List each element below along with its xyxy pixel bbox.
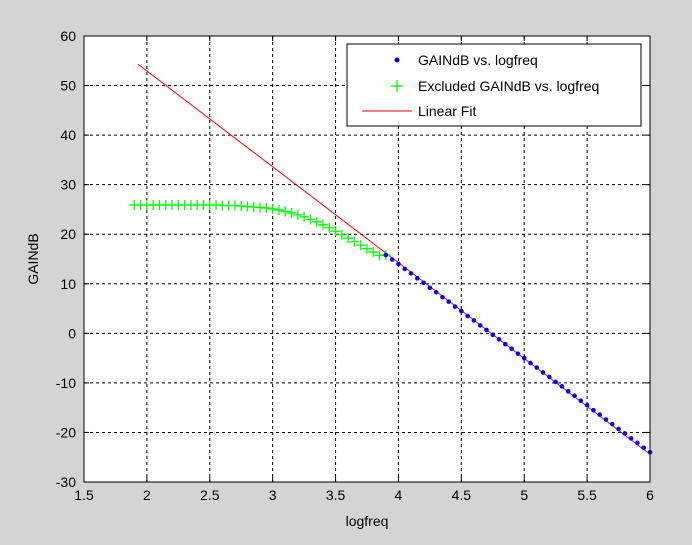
data-point xyxy=(396,261,401,267)
excluded-point xyxy=(305,214,316,225)
axes-frame xyxy=(83,35,651,483)
excluded-point xyxy=(299,211,310,222)
data-point xyxy=(609,421,615,427)
y-tick-label: 0 xyxy=(68,325,76,341)
data-point xyxy=(452,304,458,309)
data-point xyxy=(572,393,577,399)
x-tick-label: 5.5 xyxy=(577,487,597,503)
data-point xyxy=(521,355,527,361)
x-axis-ticks: 1.5 2 2.5 3 3.5 4 4.5 5 5.5 6 xyxy=(74,36,654,503)
data-point xyxy=(477,323,483,328)
data-point xyxy=(591,407,596,413)
y-tick-label: 10 xyxy=(60,276,76,292)
data-point xyxy=(578,398,584,404)
excluded-point xyxy=(368,247,379,258)
y-axis-ticks: -30 -20 -10 0 10 20 30 40 50 60 xyxy=(56,28,650,490)
data-point xyxy=(547,374,552,380)
y-axis-label: GAINdB xyxy=(25,233,41,284)
data-point xyxy=(553,379,558,385)
data-point xyxy=(515,351,521,356)
legend: GAINdB vs. logfreq Excluded GAINdB vs. l… xyxy=(346,43,642,127)
data-series xyxy=(383,252,653,455)
data-point xyxy=(446,299,452,304)
x-tick-label: 5 xyxy=(520,487,528,503)
x-tick-label: 4 xyxy=(395,487,403,503)
excluded-point xyxy=(292,209,303,220)
excluded-point xyxy=(336,229,347,240)
data-point xyxy=(484,327,489,333)
data-point xyxy=(421,280,426,286)
legend-excluded-marker xyxy=(391,80,403,92)
y-tick-label: 40 xyxy=(60,127,76,143)
legend-data-marker xyxy=(394,57,400,63)
data-point xyxy=(509,346,514,351)
x-tick-label: 1.5 xyxy=(74,487,94,503)
data-point xyxy=(584,402,590,408)
data-point xyxy=(540,370,546,375)
data-point xyxy=(471,318,477,323)
excluded-point xyxy=(324,222,335,233)
excluded-point xyxy=(311,216,322,227)
y-tick-label: 30 xyxy=(60,177,76,193)
y-tick-label: -10 xyxy=(56,375,76,391)
data-point xyxy=(389,257,395,262)
x-tick-label: 3.5 xyxy=(326,487,346,503)
excluded-point xyxy=(343,233,354,244)
data-point xyxy=(534,365,540,370)
excluded-point xyxy=(349,236,360,247)
legend-box xyxy=(346,43,642,127)
data-point xyxy=(402,266,408,272)
y-tick-label: 20 xyxy=(60,226,76,242)
data-point xyxy=(496,336,502,342)
excluded-point xyxy=(330,226,341,237)
data-point xyxy=(415,276,420,281)
x-tick-label: 4.5 xyxy=(452,487,472,503)
data-point xyxy=(503,341,508,347)
x-tick-label: 3 xyxy=(269,487,277,503)
x-tick-label: 6 xyxy=(646,487,654,503)
y-tick-label: -30 xyxy=(56,474,76,490)
excluded-point xyxy=(355,240,366,251)
excluded-point xyxy=(286,207,297,218)
data-point xyxy=(597,412,602,417)
data-point xyxy=(383,252,389,258)
data-point xyxy=(408,271,414,276)
x-axis-label: logfreq xyxy=(346,513,389,529)
excluded-point xyxy=(280,206,291,217)
x-tick-label: 2.5 xyxy=(200,487,220,503)
data-point xyxy=(459,308,464,314)
data-point xyxy=(427,285,433,291)
legend-excluded-label: Excluded GAINdB vs. logfreq xyxy=(418,78,599,94)
data-point xyxy=(440,294,445,300)
y-tick-label: 50 xyxy=(60,78,76,94)
data-point xyxy=(603,417,609,422)
x-tick-label: 2 xyxy=(143,487,151,503)
y-tick-label: 60 xyxy=(60,28,76,44)
legend-data-label: GAINdB vs. logfreq xyxy=(418,52,538,68)
data-point xyxy=(622,431,628,436)
excluded-point xyxy=(362,243,372,254)
data-point xyxy=(433,289,439,295)
data-point xyxy=(641,445,647,451)
data-point xyxy=(635,440,640,446)
data-point xyxy=(559,384,565,389)
excluded-point xyxy=(267,203,278,214)
excluded-point xyxy=(261,202,272,213)
excluded-point xyxy=(273,204,284,215)
data-point xyxy=(528,360,533,366)
data-point xyxy=(565,389,571,394)
legend-fit-label: Linear Fit xyxy=(418,103,476,119)
excluded-point xyxy=(317,219,328,230)
data-point xyxy=(490,332,496,338)
y-tick-label: -20 xyxy=(56,424,76,440)
excluded-series xyxy=(129,199,391,261)
data-point xyxy=(628,436,634,441)
data-point xyxy=(465,313,470,319)
data-point xyxy=(616,426,621,432)
